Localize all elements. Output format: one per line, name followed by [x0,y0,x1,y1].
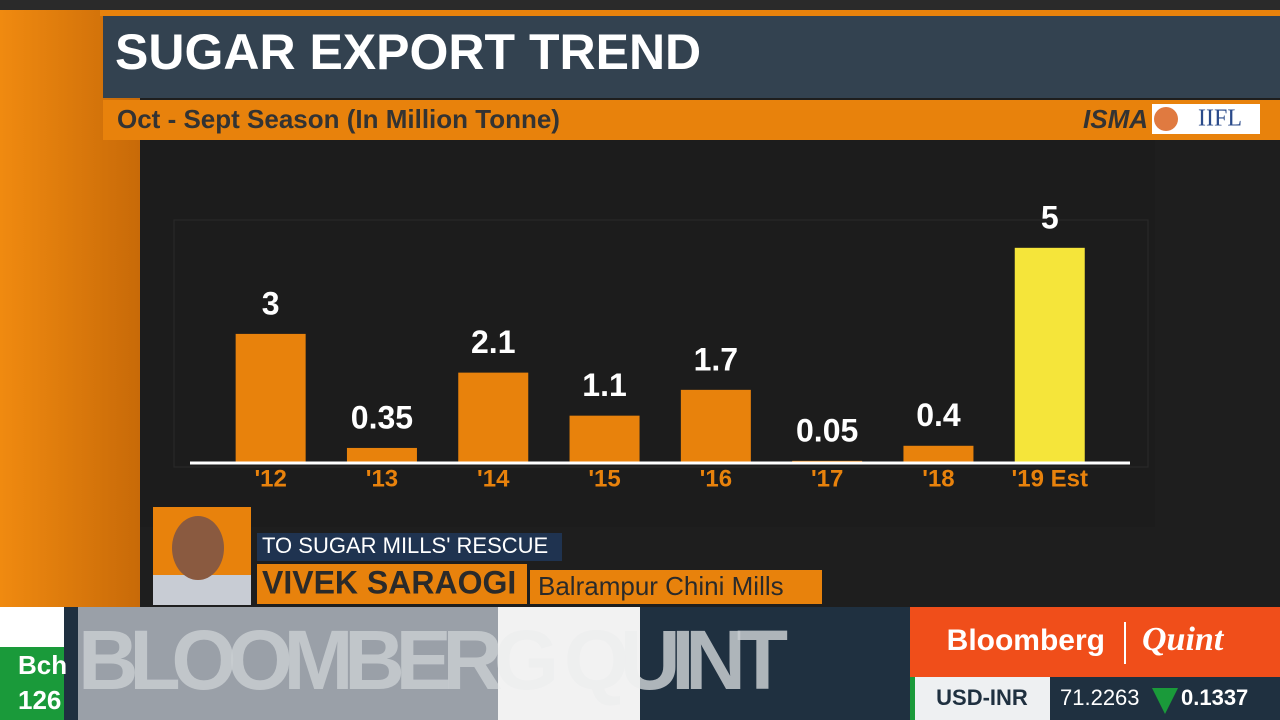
bar [458,372,529,463]
name: VIVEK SARAOGI [262,564,516,600]
company: Balrampur Chini Mills [538,571,784,601]
top-accent [100,10,1280,16]
company-bar [530,570,822,604]
chart-panel [140,140,1155,527]
wipe-overlay [498,607,640,720]
bar [680,389,751,463]
ticker-white [0,607,64,647]
brand: Bloomberg [947,624,1105,657]
top-strip [0,0,1280,10]
title-bar [103,16,1280,98]
bar [1014,247,1085,463]
value-label: 1.1 [582,367,626,403]
ticker-green [0,647,64,720]
x-tick-label: '15 [588,465,620,492]
photo-shirt [153,575,251,605]
pair: USD-INR [936,685,1028,710]
plot-frame [173,219,1149,468]
x-tick-label: '12 [254,465,286,492]
bar [569,415,640,463]
chart-subtitle: Oct - Sept Season (In Million Tonne) [117,104,560,134]
tag-bar [257,533,562,561]
value-label: 5 [1041,199,1059,235]
source: ISMA [1083,104,1148,134]
subtitle-bar [103,100,1280,140]
value-label: 1.7 [694,341,738,377]
value-label: 3 [262,285,280,321]
bar [903,445,974,463]
ticker-left-top: Bch [18,650,67,680]
logo: IIFL [1198,106,1242,132]
tag: TO SUGAR MILLS' RESCUE [262,533,548,558]
plot: '12 3 '13 0.35 '14 2.1 '15 1.1 '16 1.7 '17 0.05 '18 0… [173,199,1149,492]
bar [235,333,306,463]
logo-icon [1154,107,1178,131]
brand-bar [910,607,1280,677]
ticker-left-bottom: 126 [18,685,61,715]
name-bar [257,564,527,604]
change: 0.1337 [1181,685,1248,710]
x-tick-label: '18 [922,465,954,492]
ticker-banner: BLOOMBERG QUINT [78,613,788,707]
brand2: Quint [1142,621,1225,658]
chart-title: SUGAR EXPORT TREND [115,24,701,80]
down-arrow [1152,688,1178,714]
photo-face [172,516,224,580]
value-label: 0.35 [351,399,413,435]
rate-accent [910,677,915,720]
x-tick-label: '16 [700,465,732,492]
x-tick-label: '13 [366,465,398,492]
x-tick-label: '17 [811,465,843,492]
x-tick-label: '14 [477,465,510,492]
value-label: 0.05 [796,412,858,448]
value-label: 0.4 [916,397,961,433]
bar [346,447,417,463]
rate: 71.2263 [1060,685,1140,710]
value-label: 2.1 [471,324,515,360]
x-tick-label: '19 Est [1012,465,1088,492]
